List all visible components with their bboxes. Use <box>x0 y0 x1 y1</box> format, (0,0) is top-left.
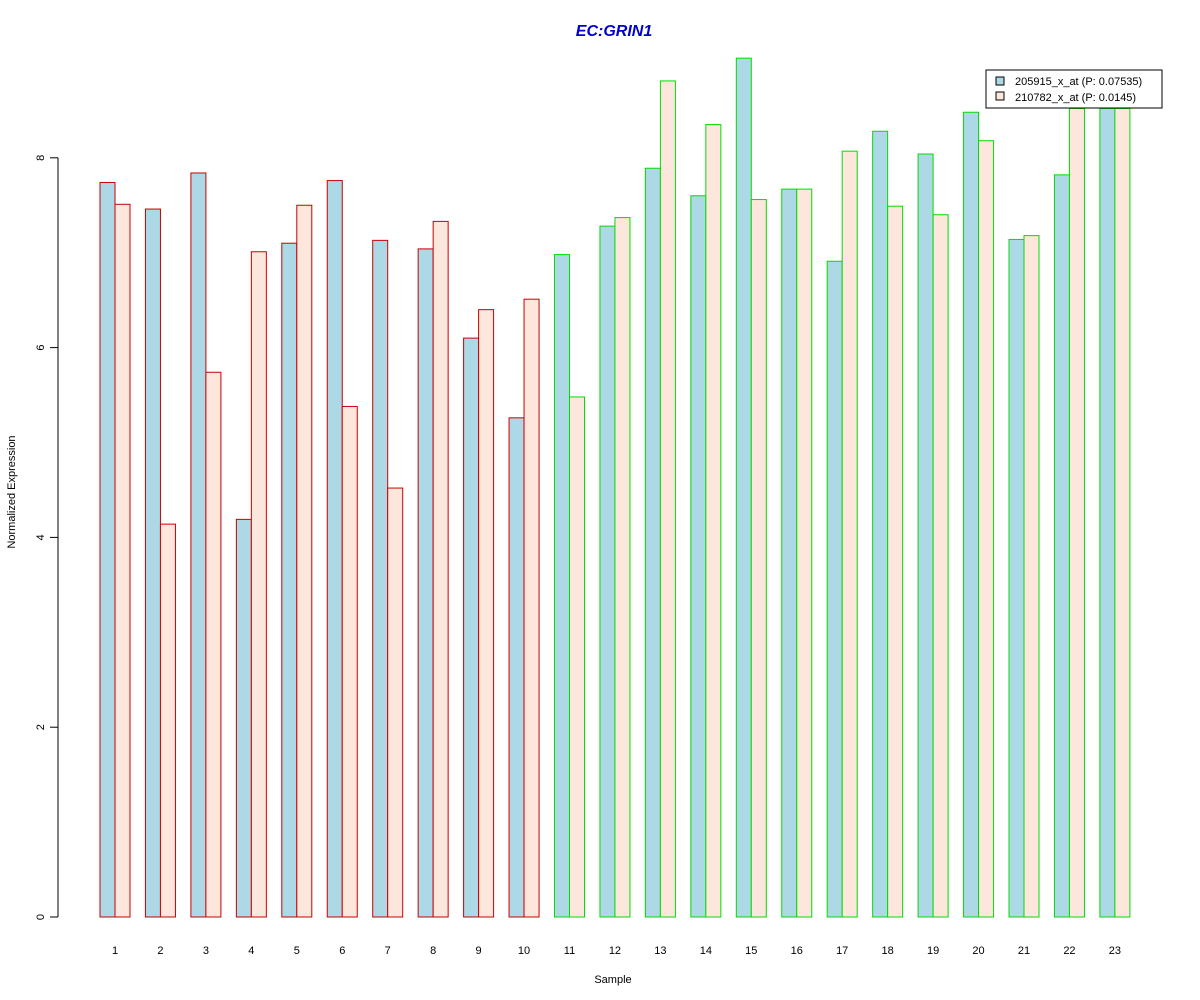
bar-sample-13-series-2 <box>659 80 676 918</box>
bar-sample-12-series-1 <box>599 225 616 918</box>
bar-sample-7-series-1 <box>372 239 389 918</box>
x-tick-label-3: 3 <box>203 945 209 957</box>
y-tick-label: 2 <box>35 724 47 730</box>
y-tick-label: 8 <box>35 155 47 161</box>
x-tick-label-6: 6 <box>339 945 345 957</box>
bar-sample-13-series-1 <box>644 167 661 918</box>
bar-sample-6-series-2 <box>341 405 358 918</box>
bar-sample-2-series-1 <box>144 208 161 918</box>
x-tick-label-13: 13 <box>654 945 666 957</box>
bar-sample-5-series-1 <box>281 242 298 918</box>
x-tick-label-19: 19 <box>927 945 939 957</box>
bar-sample-20-series-1 <box>963 111 980 918</box>
x-tick-label-10: 10 <box>518 945 530 957</box>
bar-sample-23-series-2 <box>1114 107 1131 918</box>
bars-group <box>99 57 1131 918</box>
x-tick-label-12: 12 <box>609 945 621 957</box>
x-tick-label-17: 17 <box>836 945 848 957</box>
bar-sample-2-series-2 <box>159 523 176 918</box>
bar-sample-1-series-2 <box>114 203 131 918</box>
y-tick-label: 4 <box>35 534 47 540</box>
bar-sample-9-series-2 <box>478 309 495 918</box>
x-tick-label-11: 11 <box>564 945 575 957</box>
x-tick-label-1: 1 <box>112 945 118 957</box>
x-tick-labels: 1 2 3 4 5 6 7 8 9 10 11 12 13 14 15 16 17 18 19 20 21 22 23 <box>112 945 1121 957</box>
x-tick-label-21: 21 <box>1018 945 1030 957</box>
bar-sample-22-series-2 <box>1068 107 1085 918</box>
bar-sample-4-series-1 <box>235 518 252 918</box>
bar-sample-19-series-1 <box>917 153 934 918</box>
legend-label-210782: 210782_x_at (P: 0.0145) <box>1015 92 1136 104</box>
bar-sample-20-series-2 <box>978 140 995 918</box>
y-tick-label: 6 <box>35 345 47 351</box>
bar-sample-11-series-1 <box>554 254 570 918</box>
bar-sample-12-series-2 <box>614 217 631 918</box>
bar-sample-10-series-1 <box>508 417 525 918</box>
bar-sample-21-series-1 <box>1008 238 1025 918</box>
legend-swatch-205915 <box>995 76 1005 86</box>
bar-sample-15-series-1 <box>735 57 752 918</box>
x-axis-label: Sample <box>594 974 631 986</box>
bar-sample-21-series-2 <box>1023 235 1040 918</box>
bar-sample-11-series-2 <box>569 396 585 918</box>
bar-sample-18-series-2 <box>887 205 904 918</box>
x-tick-label-9: 9 <box>476 945 482 957</box>
x-tick-label-14: 14 <box>700 945 712 957</box>
bar-sample-16-series-1 <box>781 188 798 918</box>
bar-sample-1-series-1 <box>99 181 116 918</box>
x-tick-label-7: 7 <box>385 945 391 957</box>
bar-sample-7-series-2 <box>387 487 404 918</box>
bar-sample-6-series-1 <box>326 180 343 918</box>
bar-sample-16-series-2 <box>796 188 813 918</box>
legend-label-205915: 205915_x_at (P: 0.07535) <box>1015 76 1142 88</box>
x-tick-label-20: 20 <box>972 945 984 957</box>
x-tick-label-23: 23 <box>1109 945 1121 957</box>
bar-sample-9-series-1 <box>463 337 480 918</box>
y-axis: 0 2 4 6 8 <box>35 155 59 920</box>
bar-sample-18-series-1 <box>872 130 889 918</box>
legend: 205915_x_at (P: 0.07535) 210782_x_at (P:… <box>985 69 1163 109</box>
legend-swatch-210782 <box>995 91 1005 101</box>
chart-title: EC:GRIN1 <box>576 23 653 40</box>
y-tick-label: 0 <box>35 914 47 920</box>
x-tick-label-16: 16 <box>791 945 803 957</box>
bar-sample-3-series-2 <box>205 371 222 918</box>
bar-sample-22-series-1 <box>1053 174 1070 918</box>
x-tick-label-4: 4 <box>248 945 254 957</box>
bar-sample-14-series-1 <box>690 195 707 918</box>
bar-sample-4-series-2 <box>250 251 267 918</box>
bar-sample-8-series-2 <box>432 220 449 918</box>
bar-sample-23-series-1 <box>1099 107 1116 918</box>
bar-sample-3-series-1 <box>190 172 207 918</box>
y-axis-label: Normalized Expression <box>6 435 18 548</box>
x-tick-label-22: 22 <box>1063 945 1075 957</box>
x-tick-label-2: 2 <box>157 945 163 957</box>
legend-box <box>985 69 1163 109</box>
x-tick-label-8: 8 <box>430 945 436 957</box>
bar-sample-10-series-2 <box>523 298 540 918</box>
bar-sample-8-series-1 <box>417 248 434 918</box>
bar-sample-15-series-2 <box>750 199 767 918</box>
x-tick-label-5: 5 <box>294 945 300 957</box>
x-tick-label-18: 18 <box>882 945 894 957</box>
x-tick-label-15: 15 <box>745 945 757 957</box>
bar-sample-14-series-2 <box>705 124 722 918</box>
bar-sample-17-series-1 <box>826 260 843 918</box>
bar-sample-5-series-2 <box>296 204 313 918</box>
bar-sample-19-series-2 <box>932 214 949 918</box>
bar-sample-17-series-2 <box>841 150 858 918</box>
